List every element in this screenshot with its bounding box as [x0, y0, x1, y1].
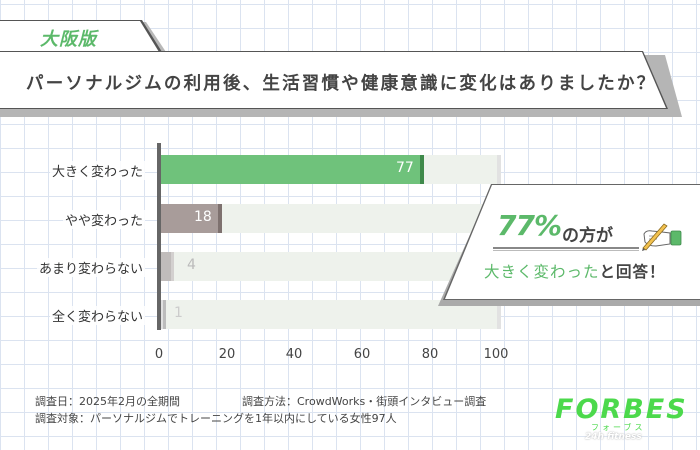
callout-rest: と回答！ [599, 263, 666, 281]
bar-track-end [497, 155, 501, 184]
callout-highlight: 大きく変わった [484, 263, 600, 281]
x-tick: 100 [483, 347, 509, 362]
bar-value: 18 [194, 209, 212, 225]
callout-text-line1: の方が [562, 226, 613, 246]
x-tick: 0 [154, 347, 164, 362]
bar-somewhat-changed [161, 204, 218, 233]
x-tick: 40 [285, 347, 303, 362]
writing-hand-icon [642, 223, 682, 251]
category-label: やや変わった [62, 210, 145, 229]
region-tab [0, 21, 159, 52]
category-label: あまり変わらない [36, 258, 145, 277]
callout-text-line2: 大きく変わったと回答！ [484, 260, 666, 282]
callout-underline [493, 250, 639, 251]
question-title: パーソナルジムの利用後、生活習慣や健康意識に変化はありましたか？ [26, 74, 657, 94]
bar-value: 1 [174, 305, 183, 321]
bar-value: 4 [187, 257, 196, 273]
x-tick: 20 [218, 347, 236, 362]
logo-kana-text: フォーブス [591, 423, 646, 432]
x-tick: 80 [421, 347, 439, 362]
y-axis-line [157, 143, 161, 330]
logo-sub-text: 24h fitness [585, 432, 642, 442]
survey-date: 調査日：2025年2月の全期間 [35, 395, 180, 408]
category-label: 大きく変わった [49, 161, 145, 180]
survey-subjects: 調査対象：パーソナルジムでトレーニングを1年以内にしている女性97人 [35, 412, 397, 425]
x-tick: 60 [353, 347, 371, 362]
bar-cap [218, 204, 222, 233]
bar-cap [163, 300, 166, 329]
bar-cap [420, 155, 424, 184]
logo-main-text: FORBES [555, 394, 688, 425]
question-banner [0, 52, 666, 108]
bar-very-changed [161, 155, 420, 184]
region-label: 大阪版 [40, 29, 97, 50]
callout-underline [493, 247, 639, 249]
bar-not-much-changed [161, 252, 171, 281]
bar-not-changed [161, 300, 163, 329]
bar-value: 77 [396, 160, 414, 176]
callout-percent: 77% [497, 209, 562, 242]
forbes-logo: FORBES フォーブス 24h fitness [555, 396, 690, 442]
bar-cap [171, 252, 174, 281]
survey-method: 調査方法：CrowdWorks・街頭インタビュー調査 [242, 395, 487, 408]
category-label: 全く変わらない [49, 306, 145, 325]
bar-track-end [497, 300, 501, 329]
bar-track [161, 252, 500, 281]
